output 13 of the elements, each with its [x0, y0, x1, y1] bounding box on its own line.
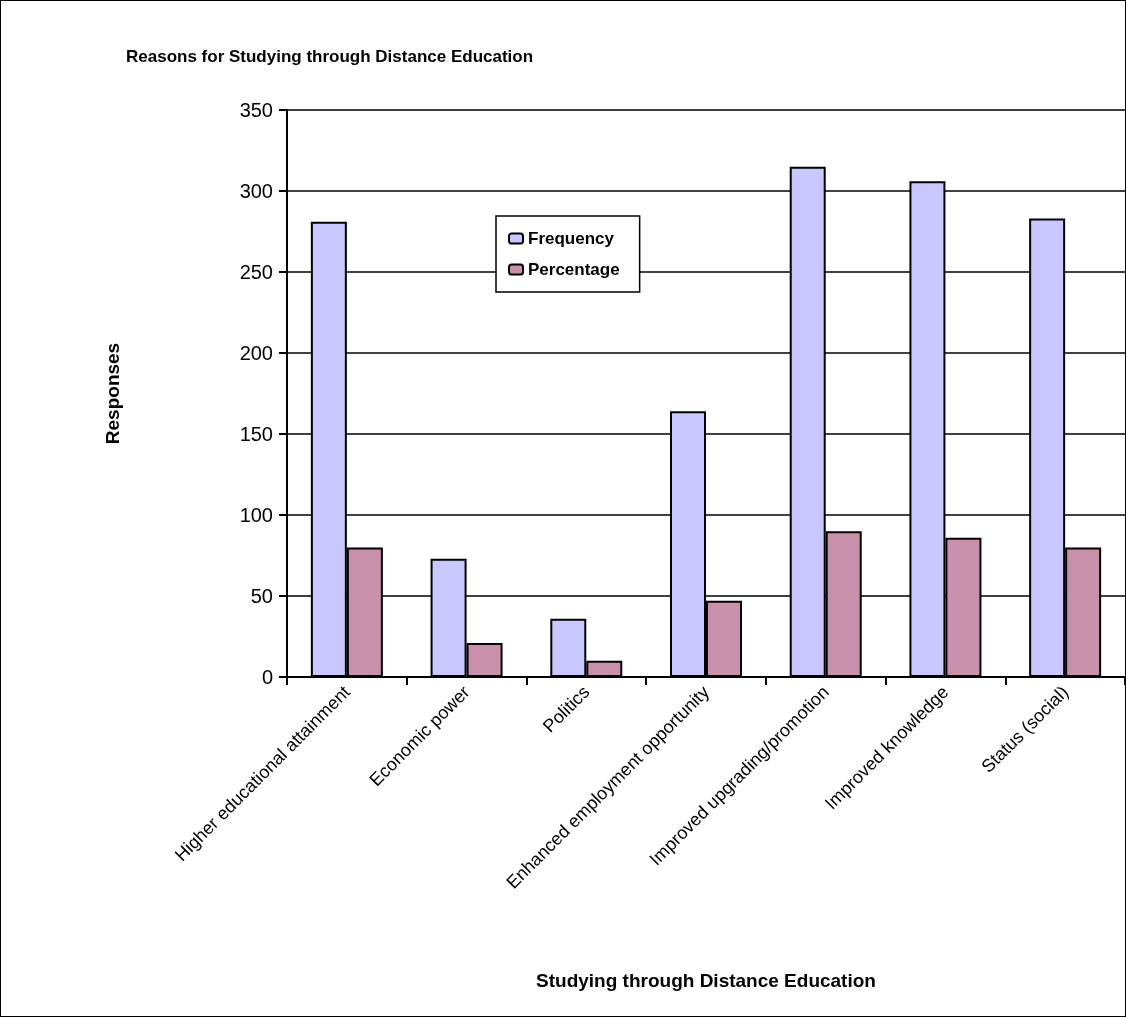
legend-label: Percentage: [528, 260, 620, 279]
y-tick-label: 50: [250, 585, 273, 607]
y-tick-label: 200: [239, 342, 273, 364]
y-tick-label: 250: [239, 261, 273, 283]
y-axis-title: Responses: [102, 342, 123, 445]
legend-label: Frequency: [528, 229, 615, 248]
y-tick-label: 350: [239, 99, 273, 121]
x-axis-title: Studying through Distance Education: [536, 970, 876, 991]
y-tick-label: 150: [239, 423, 273, 445]
y-tick-label: 0: [261, 666, 273, 688]
chart-title: Reasons for Studying through Distance Education: [126, 47, 534, 66]
y-tick-label: 100: [239, 504, 273, 526]
y-tick-label: 300: [239, 180, 273, 202]
